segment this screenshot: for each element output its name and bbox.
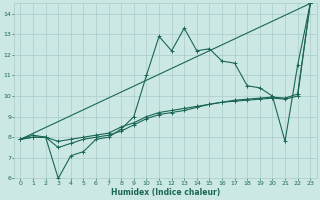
X-axis label: Humidex (Indice chaleur): Humidex (Indice chaleur) [111,188,220,197]
